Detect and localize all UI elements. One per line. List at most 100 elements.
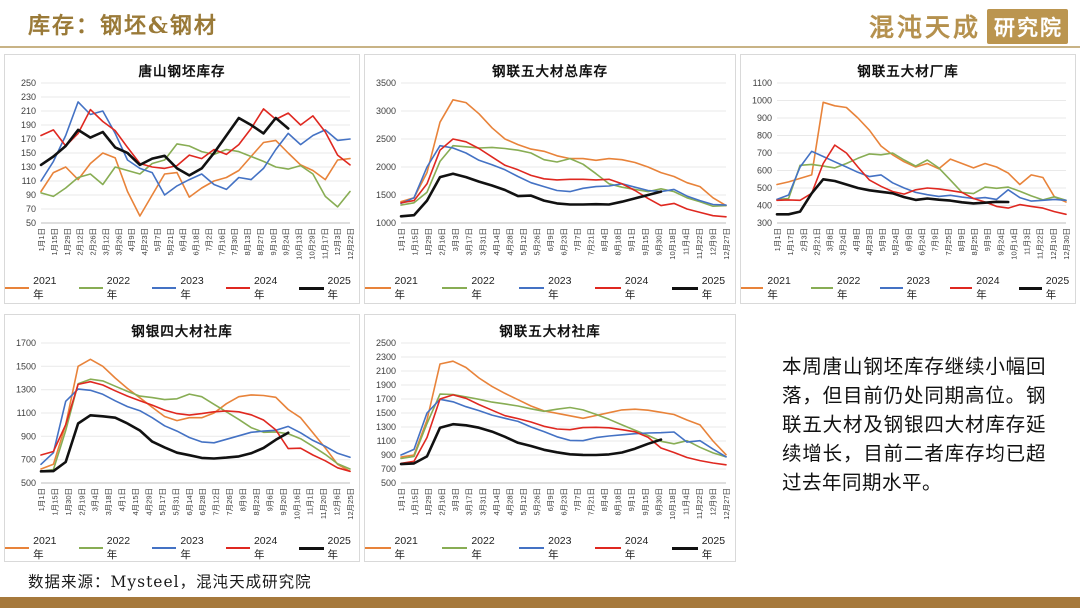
legend-item: 2023年 [518,534,582,562]
svg-text:3月31日: 3月31日 [478,228,487,256]
svg-text:3月17日: 3月17日 [465,488,474,516]
svg-text:7月21日: 7月21日 [587,228,596,256]
chart-panel-mysteel-total: 钢联五大材总库存 1000 1500 2000 2500 3000 3500 1月1日 1月1… [364,54,736,304]
svg-text:150: 150 [21,148,36,158]
legend-line-swatch [152,547,177,549]
svg-text:8月4日: 8月4日 [600,228,609,251]
legend-line-swatch [880,287,903,289]
legend-item: 2021年 [741,275,797,302]
svg-text:6月9日: 6月9日 [546,228,555,251]
chart-title: 钢联五大材总库存 [492,64,608,80]
svg-text:9月20日: 9月20日 [279,488,288,516]
chart-panel-mysteel-social: 钢联五大材社库 500 700 900 1100 1300 1500 1700 1900 210… [364,314,736,562]
svg-text:8月13日: 8月13日 [243,228,252,256]
line-chart-tangshan-billet: 50 70 90 110 130 150 170 190 210 230 250 1月1日 1月15日 1… [21,78,355,260]
legend-line-swatch [672,286,698,290]
line-chart-mysteel-mill: 300 400 500 600 700 800 900 1000 1100 1月1日 1月17日 2月… [752,78,1071,260]
svg-text:2月21日: 2月21日 [812,228,821,256]
legend-line-swatch [299,286,324,290]
svg-text:1100: 1100 [753,78,772,88]
svg-text:12月30日: 12月30日 [1062,228,1071,260]
svg-text:7月26日: 7月26日 [225,488,234,516]
svg-text:1月15日: 1月15日 [50,228,59,256]
svg-text:2月12日: 2月12日 [76,228,85,256]
svg-text:10月16日: 10月16日 [292,488,301,520]
svg-text:11月1日: 11月1日 [306,488,315,515]
logo-wordmark: 混沌天成 [868,13,981,42]
svg-text:5月26日: 5月26日 [532,228,541,256]
legend-line-swatch [741,287,764,289]
svg-text:4月23日: 4月23日 [865,228,874,256]
chart-panel-steelsilver-social: 钢银四大材社库 500 700 900 1100 1300 1500 1700 1月1日 1月1… [4,314,360,562]
svg-text:6月23日: 6月23日 [560,228,569,256]
svg-text:5月7日: 5月7日 [153,228,162,251]
svg-text:3500: 3500 [376,78,396,88]
chart-legend: 2021年 2022年 2023年 2024年 2025年 [5,534,359,562]
legend-item: 2025年 [1019,275,1075,302]
svg-text:50: 50 [26,218,36,228]
legend-line-swatch [810,287,834,289]
chart-panel-tangshan-billet: 唐山钢坯库存 50 70 90 110 130 150 170 190 210 230 250 1月1… [4,54,360,304]
svg-text:1700: 1700 [376,394,396,404]
svg-text:6月14日: 6月14日 [185,488,194,516]
legend-label: 2024年 [624,534,649,561]
legend-item: 2023年 [152,535,212,562]
svg-text:190: 190 [21,120,36,130]
legend-line-swatch [299,546,324,550]
svg-text:250: 250 [21,78,36,88]
svg-text:12月6日: 12月6日 [333,488,342,516]
chart-legend: 2021年 2022年 2023年 2024年 2025年 [365,274,735,302]
legend-line-swatch [365,287,391,289]
legend-item: 2023年 [880,275,936,302]
legend-label: 2022年 [471,274,495,301]
svg-text:1000: 1000 [752,96,772,106]
legend-item: 2024年 [225,275,286,302]
svg-text:3月3日: 3月3日 [451,228,460,251]
svg-text:9月30日: 9月30日 [654,488,663,516]
svg-text:600: 600 [757,166,772,176]
svg-text:9月15日: 9月15日 [641,488,650,516]
svg-text:900: 900 [21,431,36,441]
svg-text:1500: 1500 [376,408,396,418]
svg-text:130: 130 [21,162,36,172]
svg-text:2月16日: 2月16日 [438,228,447,256]
svg-text:5月24日: 5月24日 [891,228,900,256]
svg-text:1月1日: 1月1日 [773,228,782,251]
svg-text:2100: 2100 [376,366,396,376]
svg-text:1月29日: 1月29日 [424,488,433,516]
svg-text:9月6日: 9月6日 [265,488,274,511]
legend-label: 2023年 [906,274,930,301]
svg-text:11月22日: 11月22日 [695,228,704,259]
legend-item: 2021年 [365,275,428,302]
svg-text:4月15日: 4月15日 [131,488,140,516]
svg-text:210: 210 [21,106,36,116]
legend-line-swatch [441,287,468,289]
legend-label: 2022年 [471,534,495,561]
svg-text:10月18日: 10月18日 [668,228,677,260]
svg-text:110: 110 [22,176,36,186]
svg-text:8月4日: 8月4日 [600,488,609,511]
svg-text:3月12日: 3月12日 [101,228,110,256]
line-chart-mysteel-social: 500 700 900 1100 1300 1500 1700 1900 2100 2300 250… [376,338,731,520]
chart-title: 钢联五大材厂库 [857,64,959,80]
svg-text:1700: 1700 [16,338,36,348]
svg-text:12月9日: 12月9日 [709,488,718,516]
svg-text:1500: 1500 [16,361,36,371]
svg-text:4月14日: 4月14日 [492,228,501,256]
legend-item: 2024年 [595,275,658,302]
svg-text:170: 170 [21,134,36,144]
svg-text:12月25日: 12月25日 [346,488,355,520]
svg-text:8月23日: 8月23日 [252,488,261,516]
chart-title: 钢银四大材社库 [131,324,233,340]
svg-text:9月1日: 9月1日 [627,228,636,251]
legend-label: 2023年 [548,534,572,561]
svg-text:12月10日: 12月10日 [1049,228,1058,260]
company-logo: 混沌天成 研究院 [869,8,1068,44]
svg-text:9月30日: 9月30日 [654,228,663,256]
svg-text:6月18日: 6月18日 [192,228,201,256]
legend-label: 2021年 [33,534,57,561]
chart-panel-mysteel-mill: 钢联五大材厂库 300 400 500 600 700 800 900 1000 1100 1月1… [740,54,1076,304]
svg-text:2月3日: 2月3日 [799,228,808,251]
legend-label: 2022年 [106,534,131,561]
svg-text:7月2日: 7月2日 [204,228,213,251]
